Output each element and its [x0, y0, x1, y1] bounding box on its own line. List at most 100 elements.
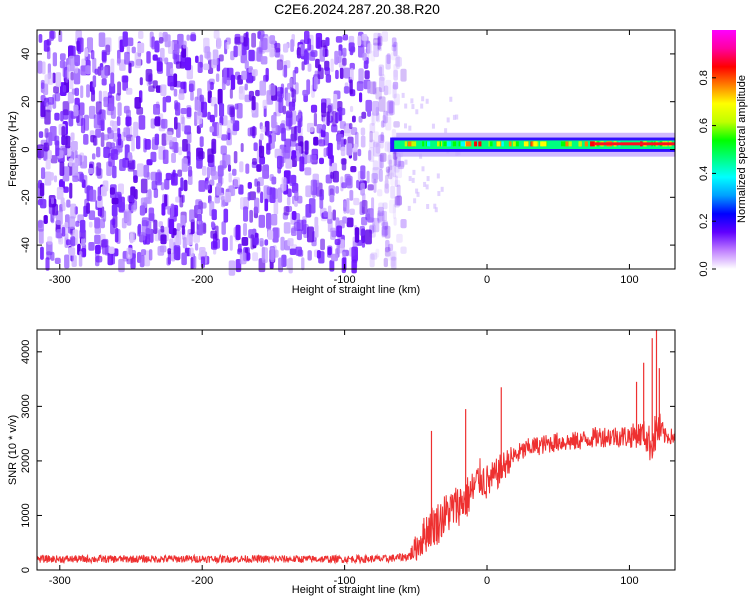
- spectrogram-cell: [226, 120, 234, 133]
- spectrogram-cell: [381, 229, 385, 238]
- spectrogram-cell: [86, 84, 90, 98]
- spectrogram-cell: [302, 89, 309, 96]
- spectrogram-x-tick-label-1: -200: [191, 274, 213, 286]
- spectrogram-cell: [364, 70, 370, 80]
- spectrogram-cell: [146, 51, 151, 64]
- spectrogram-cell: [269, 44, 275, 58]
- spectrogram-cell: [306, 122, 314, 133]
- spectrogram-cell: [50, 251, 55, 261]
- spectrogram-cell: [327, 246, 332, 256]
- spectrogram-cell: [260, 56, 268, 65]
- spectrogram-cell: [367, 208, 374, 223]
- spectrogram-cell: [121, 75, 129, 83]
- spectrogram-cell: [223, 208, 229, 223]
- spectrogram-x-ticks: -300 -200 -100 0 100: [49, 30, 639, 286]
- spectrogram-cell: [335, 36, 343, 43]
- spectrogram-cell: [373, 32, 381, 41]
- spectrogram-cell: [100, 186, 107, 197]
- spectrogram-cell: [97, 206, 103, 217]
- spectrogram-cell: [116, 116, 121, 127]
- spectrogram-cell: [384, 141, 391, 152]
- spectrogram-cell: [391, 44, 397, 52]
- spectrogram-cell: [110, 72, 115, 87]
- spectrogram-band-cell: [465, 141, 470, 147]
- spectrogram-cell: [289, 174, 297, 187]
- spectrogram-cell: [378, 202, 384, 215]
- spectrogram-cell: [88, 210, 96, 220]
- spectrogram-cell: [240, 197, 245, 210]
- spectrogram-cell: [200, 101, 208, 118]
- spectrogram-cell: [436, 173, 440, 179]
- spectrogram-cell: [169, 140, 173, 147]
- spectrogram-cell: [195, 199, 202, 214]
- spectrogram-cell: [68, 45, 76, 57]
- spectrogram-cell: [70, 71, 74, 81]
- spectrogram-cell: [207, 80, 211, 92]
- spectrogram-cell: [174, 100, 179, 110]
- spectrogram-cell: [330, 58, 334, 73]
- spectrogram-cell: [134, 52, 141, 69]
- spectrogram-cell: [357, 148, 362, 157]
- spectrogram-cell: [260, 191, 264, 204]
- spectrogram-cell: [349, 208, 355, 215]
- spectrogram-cell: [73, 104, 79, 117]
- spectrogram-x-tick-label-3: 0: [484, 274, 490, 286]
- spectrogram-cell: [127, 160, 135, 172]
- spectrogram-cell: [329, 260, 335, 272]
- spectrogram-cell: [56, 229, 63, 239]
- spectrogram-cell: [186, 34, 190, 41]
- spectrogram-cell: [103, 134, 109, 141]
- spectrogram-cell: [407, 205, 411, 211]
- spectrogram-cell: [184, 57, 192, 71]
- spectrogram-cell: [210, 230, 218, 239]
- spectrogram-cell: [160, 225, 165, 233]
- spectrogram-cell: [124, 51, 130, 65]
- spectrogram-cell: [373, 141, 380, 157]
- spectrogram-cell: [305, 185, 312, 198]
- spectrogram-cell: [165, 95, 172, 103]
- spectrogram-cell: [385, 116, 392, 131]
- spectrogram-cell: [343, 138, 347, 145]
- spectrogram-band-cell: [452, 141, 457, 147]
- spectrogram-cell: [215, 73, 220, 83]
- spectrogram-cell: [66, 64, 71, 80]
- spectrogram-cell: [180, 177, 184, 192]
- spectrogram-cell: [248, 49, 255, 62]
- spectrogram-cell: [411, 177, 415, 183]
- spectrogram-cell: [264, 198, 269, 212]
- spectrogram-cell: [186, 107, 192, 118]
- spectrogram-cell: [390, 172, 394, 186]
- spectrogram-cell: [205, 180, 210, 191]
- spectrogram-cell: [134, 97, 141, 109]
- colorbar-gradient: [712, 30, 736, 269]
- spectrogram-cell: [400, 246, 407, 254]
- spectrogram-cell: [270, 247, 275, 263]
- spectrogram-cell: [107, 252, 114, 266]
- spectrogram-cell: [162, 149, 169, 165]
- spectrogram-cell: [396, 233, 403, 243]
- spectrogram-cell: [380, 120, 385, 128]
- spectrogram-cell: [138, 31, 144, 40]
- spectrogram-cell: [350, 68, 354, 82]
- spectrogram-cell: [139, 205, 146, 216]
- spectrogram-cell: [415, 109, 419, 115]
- spectrogram-cell: [133, 175, 138, 184]
- spectrogram-cell: [83, 134, 89, 145]
- spectrogram-cell: [396, 184, 401, 198]
- figure-title: C2E6.2024.287.20.38.R20: [274, 1, 440, 17]
- spectrogram-cell: [37, 60, 43, 74]
- spectrogram-cell: [373, 178, 377, 193]
- snr-y-ticks: 0 1000 2000 3000 4000: [20, 340, 675, 573]
- spectrogram-cell: [378, 169, 383, 182]
- spectrogram-cell: [433, 203, 437, 209]
- spectrogram-cell: [321, 124, 326, 131]
- spectrogram-cell: [346, 197, 350, 214]
- spectrogram-cell: [381, 225, 388, 237]
- spectrogram-cell: [283, 206, 290, 216]
- spectrogram-cell: [111, 149, 118, 160]
- spectrogram-cell: [297, 112, 301, 119]
- spectrogram-cell: [209, 179, 215, 186]
- spectrogram-cell: [102, 238, 109, 255]
- spectrogram-cell: [346, 143, 353, 156]
- spectrogram-cell: [396, 195, 402, 206]
